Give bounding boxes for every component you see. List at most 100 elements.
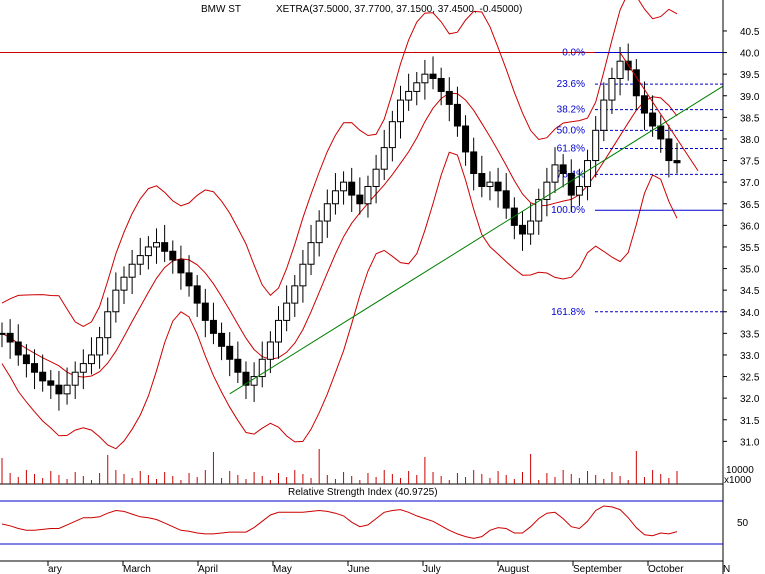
price-bar-body bbox=[169, 250, 177, 261]
volume-panel bbox=[0, 449, 723, 485]
price-bar-body bbox=[657, 125, 665, 140]
price-bar-body bbox=[47, 380, 55, 386]
price-tick-label: 34.5 bbox=[740, 286, 760, 297]
price-tick-label: 32.5 bbox=[740, 373, 760, 384]
price-bar-body bbox=[144, 246, 152, 257]
price-axis: 40.5 40.0 39.5 39.0 38.5 38.0 37.5 37.0 36.5 36.0… bbox=[722, 0, 760, 574]
price-bar-body bbox=[331, 190, 339, 205]
price-tick-label: 35.0 bbox=[740, 265, 760, 276]
time-tick-label: April bbox=[198, 564, 218, 574]
bollinger-middle bbox=[1, 92, 678, 378]
price-bar-body bbox=[307, 242, 315, 265]
price-bar-body bbox=[649, 112, 657, 127]
price-bar-body bbox=[14, 341, 22, 356]
price-bar-body bbox=[112, 289, 120, 313]
price-bar-body bbox=[6, 332, 14, 343]
price-bar-body bbox=[535, 198, 543, 222]
price-bar-body bbox=[177, 259, 185, 274]
price-bar-body bbox=[429, 73, 437, 79]
price-bar-body bbox=[104, 311, 112, 339]
fibonacci-level-label: 100.0% bbox=[551, 205, 585, 216]
time-tick-label: May bbox=[273, 564, 292, 574]
fibonacci-level-label: 23.6% bbox=[557, 79, 585, 90]
price-tick-label: 38.0 bbox=[740, 135, 760, 146]
price-bar-body bbox=[453, 103, 461, 127]
price-bar-body bbox=[462, 125, 470, 153]
rsi-tick-label: 50 bbox=[737, 518, 749, 529]
price-bar-body bbox=[567, 173, 575, 196]
price-bar-body bbox=[55, 384, 63, 395]
price-tick-label: 31.0 bbox=[740, 437, 760, 448]
price-bar-body bbox=[575, 185, 583, 196]
price-bar-body bbox=[128, 263, 136, 278]
rsi-panel bbox=[0, 500, 723, 562]
time-tick-label: N bbox=[723, 564, 730, 574]
price-bar-body bbox=[437, 77, 445, 92]
price-bar-body bbox=[405, 90, 413, 101]
price-bar-body bbox=[185, 272, 193, 287]
time-tick-label: October bbox=[648, 564, 684, 574]
price-bar-body bbox=[640, 95, 648, 114]
price-tick-label: 32.0 bbox=[740, 394, 760, 405]
quote-label: XETRA(37.5000, 37.7700, 37.1500, 37.4500… bbox=[276, 4, 522, 15]
price-bar-body bbox=[665, 138, 673, 162]
price-bar-body bbox=[226, 345, 234, 360]
price-bar-body bbox=[470, 151, 478, 175]
price-bar-body bbox=[120, 276, 128, 291]
symbol-label: BMW ST bbox=[201, 4, 241, 15]
price-bar-body bbox=[543, 181, 551, 200]
price-bar-body bbox=[291, 285, 299, 304]
price-tick-label: 37.5 bbox=[740, 157, 760, 168]
price-bar-body bbox=[31, 363, 39, 373]
price-tick-label: 37.0 bbox=[740, 178, 760, 189]
price-tick-label: 40.0 bbox=[740, 49, 760, 60]
price-bar-body bbox=[193, 285, 201, 304]
price-bar-body bbox=[87, 354, 95, 365]
price-bar-body bbox=[584, 160, 592, 187]
price-bar-body bbox=[242, 371, 250, 386]
price-bar-body bbox=[161, 242, 169, 252]
time-tick-label: March bbox=[123, 564, 151, 574]
price-bar-body bbox=[153, 242, 161, 248]
price-bar-body bbox=[486, 181, 494, 187]
price-tick-label: 33.5 bbox=[740, 329, 760, 340]
price-tick-label: 31.5 bbox=[740, 416, 760, 427]
price-tick-label: 33.0 bbox=[740, 351, 760, 362]
volume-unit-label: x1000 bbox=[724, 475, 752, 486]
price-bar-body bbox=[527, 220, 535, 235]
price-bar-body bbox=[592, 129, 600, 162]
fibonacci-level-label: 50.0% bbox=[557, 125, 585, 136]
price-bar-body bbox=[340, 181, 348, 192]
price-bar-body bbox=[478, 173, 486, 187]
price-bar-body bbox=[388, 121, 396, 149]
time-tick-label: August bbox=[498, 564, 529, 574]
bollinger-bands bbox=[1, 0, 678, 450]
fibonacci-level-label: 38.2% bbox=[557, 105, 585, 116]
price-tick-label: 39.5 bbox=[740, 70, 760, 81]
bollinger-upper bbox=[1, 0, 678, 327]
price-bars bbox=[0, 43, 681, 411]
time-tick-label: ary bbox=[48, 564, 62, 574]
price-bar-body bbox=[299, 263, 307, 287]
fibonacci-level-label: 161.8% bbox=[551, 307, 585, 318]
price-tick-label: 34.0 bbox=[740, 308, 760, 319]
price-tick-label: 36.0 bbox=[740, 221, 760, 232]
price-bar-body bbox=[96, 337, 104, 356]
price-tick-label: 38.5 bbox=[740, 113, 760, 124]
price-bar-body bbox=[364, 185, 372, 205]
fibonacci-level-label: 61.8% bbox=[557, 143, 585, 154]
price-bar-body bbox=[673, 160, 681, 164]
rsi-title: Relative Strength Index (40.9725) bbox=[288, 487, 438, 498]
time-tick-label: July bbox=[423, 564, 441, 574]
fibonacci-level-label: 0.0% bbox=[562, 48, 585, 59]
price-bar-body bbox=[372, 168, 380, 187]
price-bar-body bbox=[396, 99, 404, 123]
price-bar-body bbox=[71, 371, 79, 386]
price-bar-body bbox=[445, 90, 453, 105]
price-bar-body bbox=[559, 164, 567, 175]
trendlines bbox=[229, 52, 724, 395]
price-bar-body bbox=[551, 164, 559, 183]
price-bar-body bbox=[413, 82, 421, 92]
